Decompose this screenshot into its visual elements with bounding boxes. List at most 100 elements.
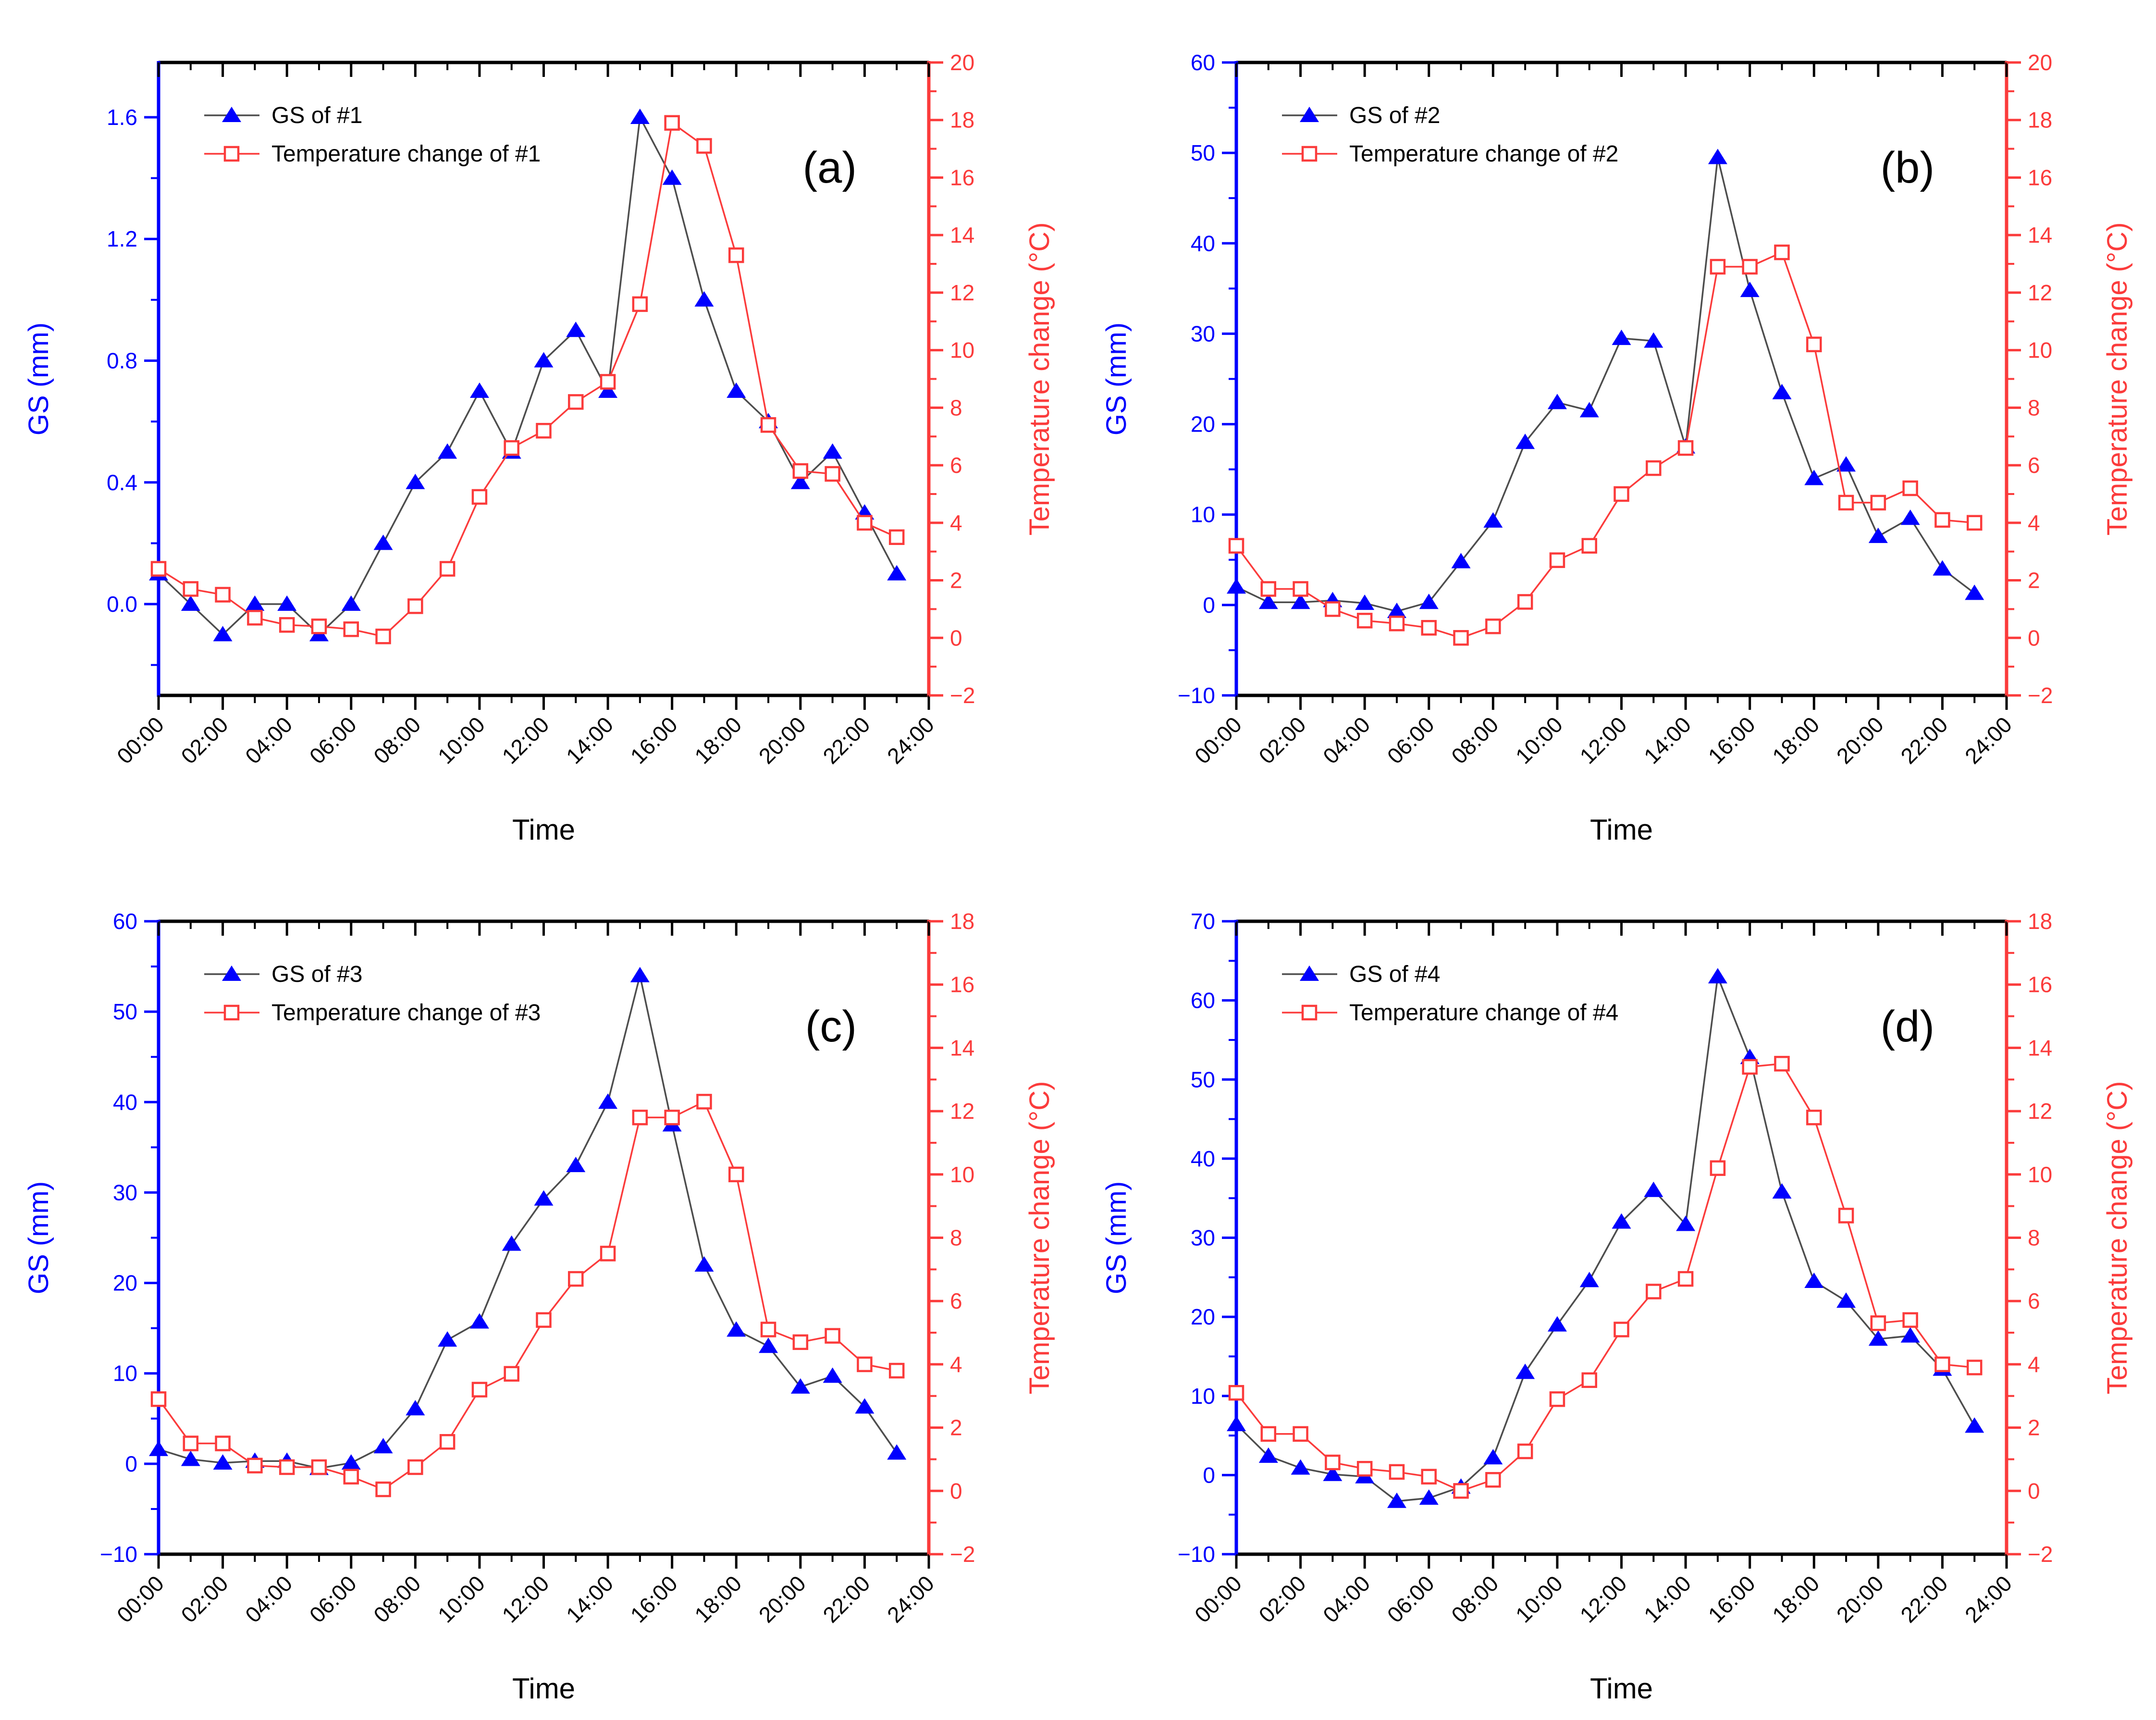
right-tick-label: 14 — [2028, 223, 2052, 247]
square-marker — [215, 587, 231, 603]
x-tick-label: 22:00 — [1896, 712, 1952, 768]
square-marker — [471, 489, 488, 505]
triangle-marker — [1515, 433, 1535, 449]
left-tick-label: −10 — [1178, 683, 1215, 708]
panel-letter: (b) — [1881, 143, 1934, 192]
triangle-marker — [1836, 456, 1856, 472]
x-tick-label: 12:00 — [497, 712, 554, 768]
triangle-marker — [662, 169, 682, 185]
square-marker — [471, 1382, 488, 1398]
square-marker — [1710, 259, 1726, 275]
left-axis-ticks: 0.0 0.4 0.8 1.2 1.6 — [107, 105, 159, 666]
square-marker — [1549, 552, 1565, 568]
series-temperature — [1228, 244, 1983, 646]
panel-c: 00:00 02:00 04:00 06:00 08:00 10:00 12:00 14:00… — [0, 859, 1078, 1718]
square-marker — [343, 1469, 359, 1485]
square-marker — [664, 1110, 680, 1126]
x-tick-label: 16:00 — [1703, 712, 1760, 768]
panel-a: 00:00 02:00 04:00 06:00 08:00 10:00 12:00 14:00… — [0, 0, 1078, 859]
square-marker — [1934, 512, 1950, 528]
triangle-marker — [1387, 603, 1406, 619]
right-axis-ticks: −2 0 2 4 6 8 10 12 14 16 18 20 — [929, 50, 975, 708]
triangle-marker — [694, 291, 714, 307]
x-tick-label: 14:00 — [1639, 712, 1696, 768]
right-axis-title: Temperature change (°C) — [2102, 1081, 2133, 1395]
right-tick-label: 2 — [2028, 1415, 2040, 1440]
triangle-marker — [1419, 1489, 1439, 1505]
left-tick-label: 20 — [1191, 1304, 1215, 1329]
legend-label-gs: GS of #4 — [1349, 962, 1440, 987]
left-tick-label: 50 — [1191, 140, 1215, 165]
x-tick-label: 02:00 — [176, 1571, 233, 1627]
right-axis-title: Temperature change (°C) — [1024, 1081, 1055, 1395]
triangle-marker — [438, 443, 457, 459]
x-tick-label: 14:00 — [561, 712, 618, 768]
right-tick-label: 8 — [950, 395, 962, 420]
legend-label-temp: Temperature change of #3 — [271, 1000, 541, 1026]
right-tick-label: 8 — [2028, 395, 2040, 420]
triangle-marker — [823, 1367, 842, 1383]
square-marker — [1902, 1312, 1918, 1328]
triangle-marker — [1451, 553, 1471, 569]
chart-d: 00:00 02:00 04:00 06:00 08:00 10:00 12:00 14:00… — [1101, 909, 2133, 1705]
triangle-marker — [406, 473, 425, 489]
square-marker — [1228, 1385, 1244, 1401]
square-marker — [439, 561, 456, 577]
triangle-marker — [566, 322, 586, 337]
x-tick-label: 12:00 — [497, 1571, 554, 1627]
square-marker — [1838, 1208, 1854, 1224]
triangle-marker — [694, 1256, 714, 1272]
x-tick-label: 24:00 — [1960, 1571, 2017, 1627]
legend-label-gs: GS of #1 — [271, 103, 362, 128]
x-axis-title: Time — [512, 814, 575, 846]
x-tick-label: 06:00 — [305, 1571, 361, 1627]
square-marker — [1260, 581, 1277, 597]
x-tick-label: 12:00 — [1575, 1571, 1631, 1627]
x-tick-label: 06:00 — [305, 712, 361, 768]
triangle-marker — [1612, 329, 1631, 345]
left-tick-label: 0.8 — [107, 348, 137, 373]
right-tick-label: 8 — [2028, 1225, 2040, 1250]
series-temperature — [150, 1094, 905, 1497]
x-tick-label: 00:00 — [1190, 1571, 1246, 1627]
square-marker — [857, 1356, 873, 1373]
x-tick-label: 22:00 — [818, 1571, 875, 1627]
square-marker — [664, 115, 680, 131]
triangle-marker — [213, 626, 233, 642]
right-tick-label: 2 — [950, 1415, 962, 1440]
square-marker — [1485, 1472, 1501, 1488]
right-tick-label: 10 — [2028, 1162, 2052, 1187]
triangle-marker — [1612, 1213, 1631, 1229]
square-marker — [1902, 480, 1918, 496]
square-marker — [1806, 1110, 1822, 1126]
triangle-marker — [438, 1331, 457, 1347]
right-tick-label: 10 — [950, 1162, 974, 1187]
triangle-marker — [373, 1438, 393, 1454]
square-marker — [343, 621, 359, 637]
x-tick-label: 14:00 — [1639, 1571, 1696, 1627]
triangle-marker — [1804, 470, 1824, 485]
triangle-marker — [1868, 1330, 1888, 1346]
triangle-marker — [1483, 1449, 1503, 1465]
left-tick-label: 0 — [1203, 593, 1215, 618]
left-tick-label: 30 — [1191, 321, 1215, 346]
square-marker — [1934, 1356, 1950, 1373]
square-marker — [825, 466, 840, 482]
triangle-marker — [887, 1444, 907, 1460]
x-tick-label: 00:00 — [112, 712, 169, 768]
left-axis-ticks: −10 0 10 20 30 40 50 60 — [100, 909, 159, 1567]
left-tick-label: 1.2 — [107, 226, 137, 251]
triangle-marker — [1965, 1417, 1984, 1433]
right-tick-label: 18 — [2028, 909, 2052, 934]
left-tick-label: 10 — [113, 1361, 137, 1386]
x-tick-label: 08:00 — [369, 712, 425, 768]
panel-letter: (a) — [803, 143, 857, 192]
triangle-marker — [1900, 1327, 1920, 1343]
square-marker — [568, 394, 584, 410]
square-marker — [150, 1391, 167, 1407]
triangle-marker — [1291, 594, 1310, 609]
right-tick-label: 0 — [2028, 625, 2040, 650]
x-tick-label: 24:00 — [882, 1571, 939, 1627]
triangle-marker — [1483, 512, 1503, 528]
